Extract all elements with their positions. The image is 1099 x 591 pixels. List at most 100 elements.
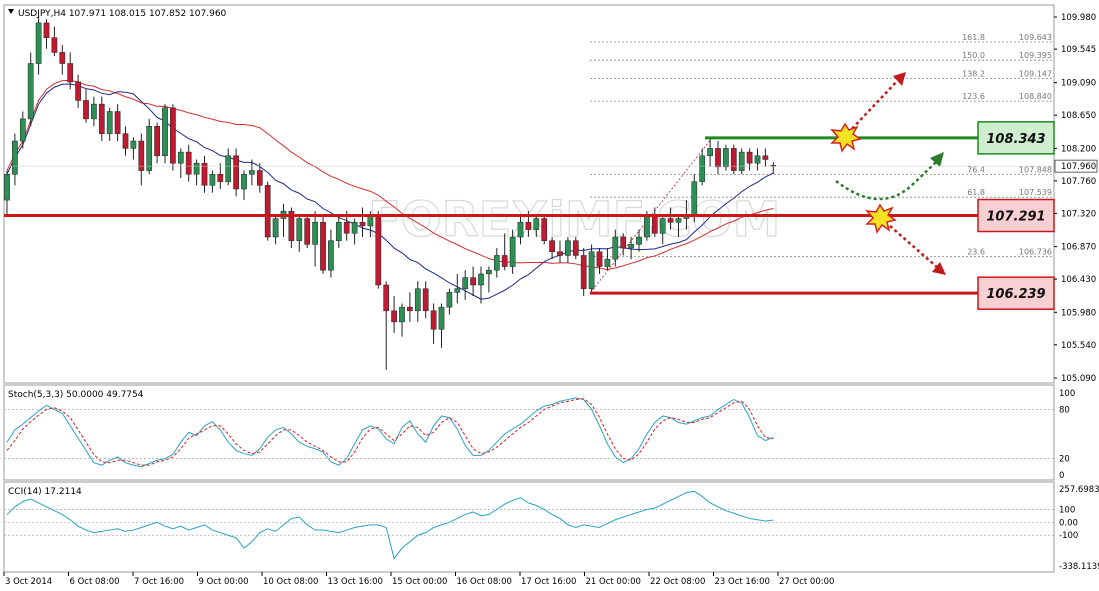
bull-candle (249, 170, 255, 175)
time-tick-label: 17 Oct 16:00 (521, 577, 576, 587)
bear-candle (525, 221, 532, 230)
bull-candle (509, 236, 516, 267)
price-tick-label: 108.200 (1061, 144, 1096, 154)
fib-price-label: 109.395 (1019, 51, 1052, 60)
cci-tick-label: 100 (1059, 505, 1075, 515)
bull-candle (35, 22, 42, 64)
price-tick-label: 109.980 (1061, 13, 1096, 23)
price-tick-label: 109.545 (1061, 45, 1096, 55)
bull-candle (644, 214, 650, 238)
fib-price-label: 109.643 (1019, 33, 1052, 42)
current-price-tag (1054, 159, 1098, 173)
cci-tick-label: 0.00 (1059, 518, 1078, 528)
fib-price-label: 107.848 (1019, 165, 1052, 174)
bear-candle (320, 221, 326, 271)
bear-candle (185, 151, 192, 175)
bear-candle (98, 103, 105, 134)
fib-price-label: 109.147 (1019, 69, 1052, 78)
bear-candle (201, 162, 208, 186)
support-burst-icon (865, 203, 897, 234)
price-axis: 109.980 109.545 109.090 108.650 108.200 107.7… (4, 13, 1098, 384)
price-tick-label: 106.870 (1061, 243, 1096, 253)
price-tick-label: 105.090 (1061, 374, 1096, 384)
bear-candle (572, 240, 579, 256)
stoch-tick-label: 100 (1059, 389, 1075, 399)
support-price-label: 107.291 (986, 210, 1045, 225)
fib-ratio-label: 76.4 (967, 165, 985, 174)
bull-candle (588, 251, 595, 289)
rebound-arrow-path (835, 159, 939, 201)
time-tick-label: 27 Oct 00:00 (779, 577, 834, 587)
bear-candle (730, 148, 737, 171)
bull-candle (636, 236, 642, 245)
price-tick-label: 105.980 (1061, 308, 1096, 318)
bull-candle (225, 155, 232, 182)
price-tick-label: 105.540 (1061, 341, 1096, 351)
time-tick-label: 7 Oct 16:00 (134, 577, 184, 587)
bull-candle (312, 221, 318, 245)
bear-candle (391, 310, 397, 323)
scenario-arrows (830, 72, 946, 275)
price-tick-label: 108.650 (1061, 111, 1096, 121)
bear-candle (715, 148, 721, 168)
current-price-label: 107.960 (1061, 162, 1096, 172)
breakout-burst-icon (830, 122, 862, 153)
rebound-arrowhead-icon (930, 152, 944, 167)
bull-candle (565, 240, 571, 256)
bear-candle (580, 255, 587, 289)
bear-candle (359, 221, 366, 227)
time-tick-label: 9 Oct 00:00 (199, 577, 249, 587)
chart-header: USDJPY,H4 107.971 108.015 107.852 107.96… (18, 9, 227, 19)
bull-candle (241, 173, 247, 190)
stoch-tick-label: 0 (1059, 471, 1064, 481)
fib-ratio-label: 150.0 (962, 51, 985, 60)
stochastic-title: Stoch(5,3,3) 50.0000 49.7754 (8, 390, 144, 400)
bull-candle (12, 140, 18, 175)
bull-candle (478, 273, 484, 286)
main-price-panel[interactable] (3, 4, 1055, 384)
watermark-text: FOREXiMF.COM (368, 192, 780, 248)
bear-candle (549, 240, 555, 253)
cci-panel[interactable] (3, 481, 1055, 573)
bull-candle (533, 218, 540, 230)
bear-candle (667, 218, 674, 223)
fib-price-label: 107.539 (1019, 188, 1052, 197)
bear-candle (138, 140, 145, 171)
bear-candle (304, 218, 311, 245)
fibonacci-levels: 161.8 109.643 150.0 109.395 138.2 109.147 123.… (589, 33, 1054, 294)
support-price-box (977, 276, 1055, 310)
symbol-menu-icon[interactable] (8, 9, 14, 14)
bull-candle (162, 107, 168, 157)
bull-candle (91, 103, 97, 120)
fib-ratio-label: 123.6 (962, 92, 985, 101)
bear-candle (422, 288, 429, 312)
fib-baseline (589, 137, 713, 294)
key-levels: 108.343 107.291 106.239 (4, 121, 1055, 310)
stoch-main-line (6, 397, 774, 468)
bear-candle (383, 284, 390, 312)
stochastic-axis: 100 80 20 0 (1059, 389, 1075, 481)
fib-ratio-label: 138.2 (962, 69, 985, 78)
support-price-box (977, 198, 1055, 233)
stoch-tick-label: 80 (1059, 405, 1070, 415)
bear-candle (470, 277, 476, 286)
bull-candle (4, 173, 10, 201)
bull-candle (699, 155, 706, 182)
stoch-tick-label: 20 (1059, 455, 1070, 465)
bear-candle (83, 100, 89, 120)
stochastic-panel[interactable] (3, 384, 1055, 481)
bull-candle (438, 306, 445, 330)
cci-tick-label: 257.6983 (1059, 485, 1099, 495)
bear-candle (596, 251, 603, 267)
bull-candle (462, 277, 469, 289)
resistance-price-box (977, 121, 1055, 155)
bear-candle (557, 251, 563, 256)
bull-candle (675, 218, 682, 223)
bull-candle (691, 181, 698, 216)
up-arrowhead-icon (893, 72, 906, 86)
bull-candle (19, 118, 26, 142)
bear-candle (620, 236, 627, 249)
fib-price-label: 106.736 (1019, 247, 1052, 256)
time-tick-label: 23 Oct 16:00 (715, 577, 770, 587)
